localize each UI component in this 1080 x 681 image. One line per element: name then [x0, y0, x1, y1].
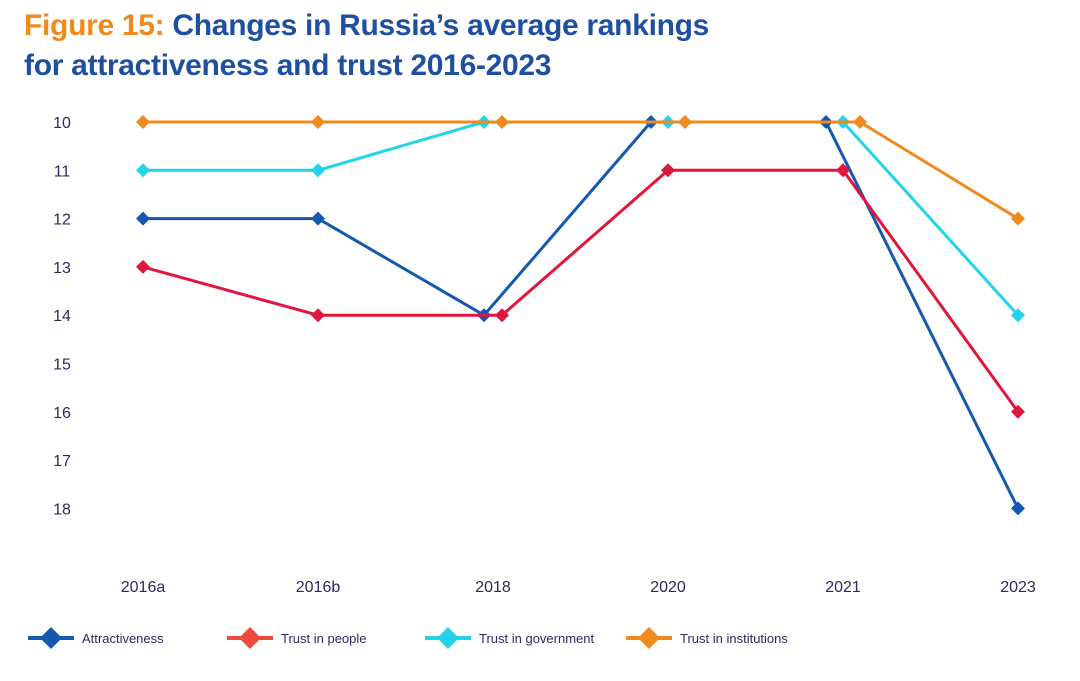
y-tick-label: 18: [53, 501, 71, 518]
legend-marker: [40, 627, 62, 649]
x-tick-label: 2020: [650, 579, 686, 596]
data-point-trust-in-people: [136, 259, 150, 274]
y-axis-ticks: 10 11 12 13 14 15 16 17 18: [53, 115, 71, 518]
data-point-trust-in-institutions: [1011, 211, 1025, 226]
title-text-1: Changes in Russia’s average rankings: [172, 9, 710, 42]
y-tick-label: 12: [53, 212, 71, 229]
y-tick-label: 11: [54, 163, 71, 180]
chart-title: Figure 15: Changes in Russia’s average r…: [24, 6, 1064, 86]
legend-label: Attractiveness: [82, 631, 164, 646]
legend-label: Trust in people: [281, 631, 367, 646]
series-trust-in-people: [136, 163, 1025, 419]
series-trust-in-institutions: [136, 115, 1025, 226]
legend-item-trust-in-government: Trust in government: [425, 627, 595, 649]
x-tick-label: 2023: [1000, 579, 1036, 596]
data-point-trust-in-people: [661, 163, 675, 178]
x-tick-label: 2016a: [121, 579, 166, 596]
legend-item-attractiveness: Attractiveness: [28, 627, 164, 649]
title-line-1: Figure 15: Changes in Russia’s average r…: [24, 6, 1064, 46]
x-tick-label: 2021: [825, 579, 861, 596]
data-point-trust-in-government: [136, 163, 150, 178]
y-tick-label: 14: [53, 308, 71, 325]
data-point-trust-in-institutions: [495, 115, 509, 129]
data-point-trust-in-people: [1011, 404, 1025, 419]
x-tick-label: 2018: [475, 579, 511, 596]
series-line-trust-in-institutions: [143, 120, 1019, 220]
title-line-2: for attractiveness and trust 2016-2023: [24, 49, 552, 82]
legend-label: Trust in government: [479, 631, 595, 646]
y-tick-label: 10: [53, 115, 71, 132]
legend-item-trust-in-institutions: Trust in institutions: [626, 627, 788, 649]
data-point-trust-in-government: [311, 163, 325, 178]
data-point-attractiveness: [136, 211, 150, 226]
data-point-attractiveness: [1011, 501, 1025, 516]
legend-marker: [638, 627, 660, 649]
data-point-trust-in-people: [836, 163, 850, 178]
data-point-trust-in-people: [495, 308, 509, 323]
series-line-attractiveness: [143, 120, 1020, 510]
legend-label: Trust in institutions: [680, 631, 788, 646]
data-point-trust-in-people: [311, 308, 325, 323]
legend: Attractiveness Trust in people Trust in go…: [28, 627, 788, 649]
x-tick-label: 2016b: [296, 579, 341, 596]
legend-item-trust-in-people: Trust in people: [227, 627, 367, 649]
data-point-trust-in-institutions: [311, 115, 325, 129]
legend-marker: [437, 627, 459, 649]
series-layer: [136, 115, 1025, 516]
x-axis-ticks: 2016a 2016b 2018 2020 2021 2023: [121, 579, 1036, 596]
y-tick-label: 15: [53, 357, 71, 374]
data-point-trust-in-institutions: [853, 115, 867, 129]
y-tick-label: 13: [53, 260, 71, 277]
data-point-trust-in-institutions: [136, 115, 150, 129]
data-point-attractiveness: [311, 211, 325, 226]
y-tick-label: 17: [53, 453, 71, 470]
data-point-trust-in-institutions: [678, 115, 692, 129]
y-tick-label: 16: [53, 405, 71, 422]
figure-label: Figure 15:: [24, 9, 165, 42]
data-point-trust-in-government: [1011, 308, 1025, 323]
legend-marker: [239, 627, 261, 649]
series-line-trust-in-people: [142, 168, 1020, 413]
